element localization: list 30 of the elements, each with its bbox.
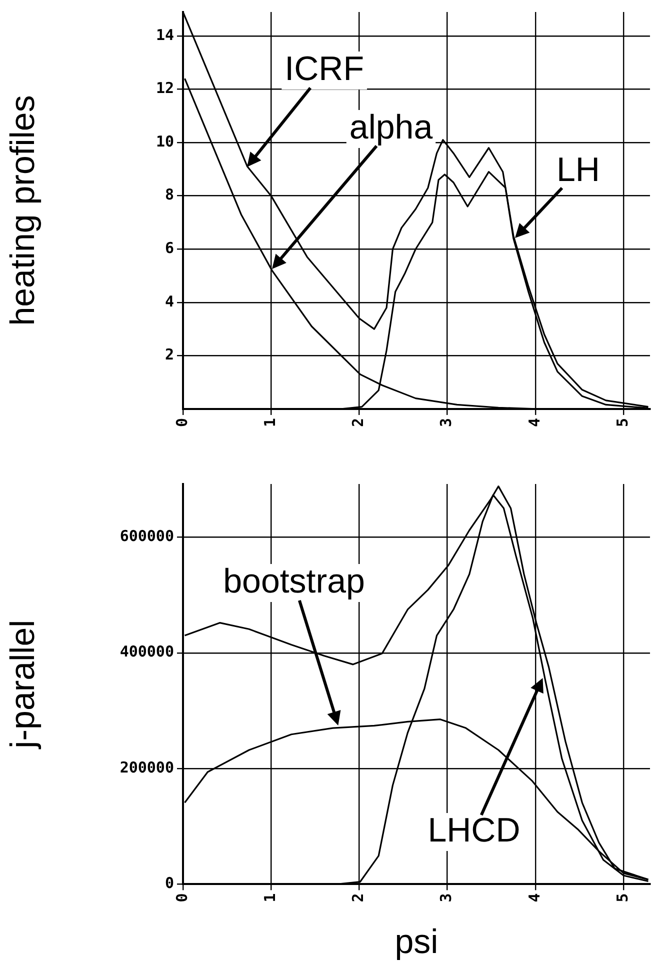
y-tick-label: 400000 [120, 642, 174, 661]
x-tick-label: 3 [437, 893, 456, 902]
y-tick-label: 2 [164, 346, 174, 364]
y-tick-label: 8 [164, 186, 174, 204]
y-tick-label: 200000 [120, 758, 174, 776]
x-tick-label: 3 [437, 418, 456, 427]
annotation: LHCD [428, 811, 520, 850]
annotation: bootstrap [223, 562, 365, 600]
x-tick-label: 2 [349, 418, 368, 427]
x-tick-label: 2 [349, 893, 368, 902]
x-tick-label: 1 [261, 418, 280, 427]
x-tick-label: 4 [525, 893, 544, 902]
y-tick-label: 12 [156, 79, 174, 98]
x-tick-label: 0 [172, 893, 191, 902]
annotation: LH [556, 150, 600, 189]
y-tick-label: 6 [164, 239, 174, 258]
y-tick-label: 600000 [120, 527, 174, 546]
x-axis-title: psi [394, 922, 438, 961]
annotation: alpha [349, 108, 433, 146]
y-axis-title: heating profiles [4, 95, 42, 326]
y-axis-title: j-parallel [4, 620, 42, 750]
annotation: ICRF [284, 50, 364, 88]
x-tick-label: 5 [613, 418, 632, 427]
x-tick-label: 1 [261, 893, 280, 902]
x-tick-label: 5 [613, 893, 632, 902]
x-tick-label: 0 [172, 418, 191, 427]
y-tick-label: 14 [156, 26, 174, 44]
y-tick-label: 10 [156, 132, 174, 150]
y-tick-label: 4 [164, 292, 174, 310]
x-tick-label: 4 [525, 418, 544, 427]
